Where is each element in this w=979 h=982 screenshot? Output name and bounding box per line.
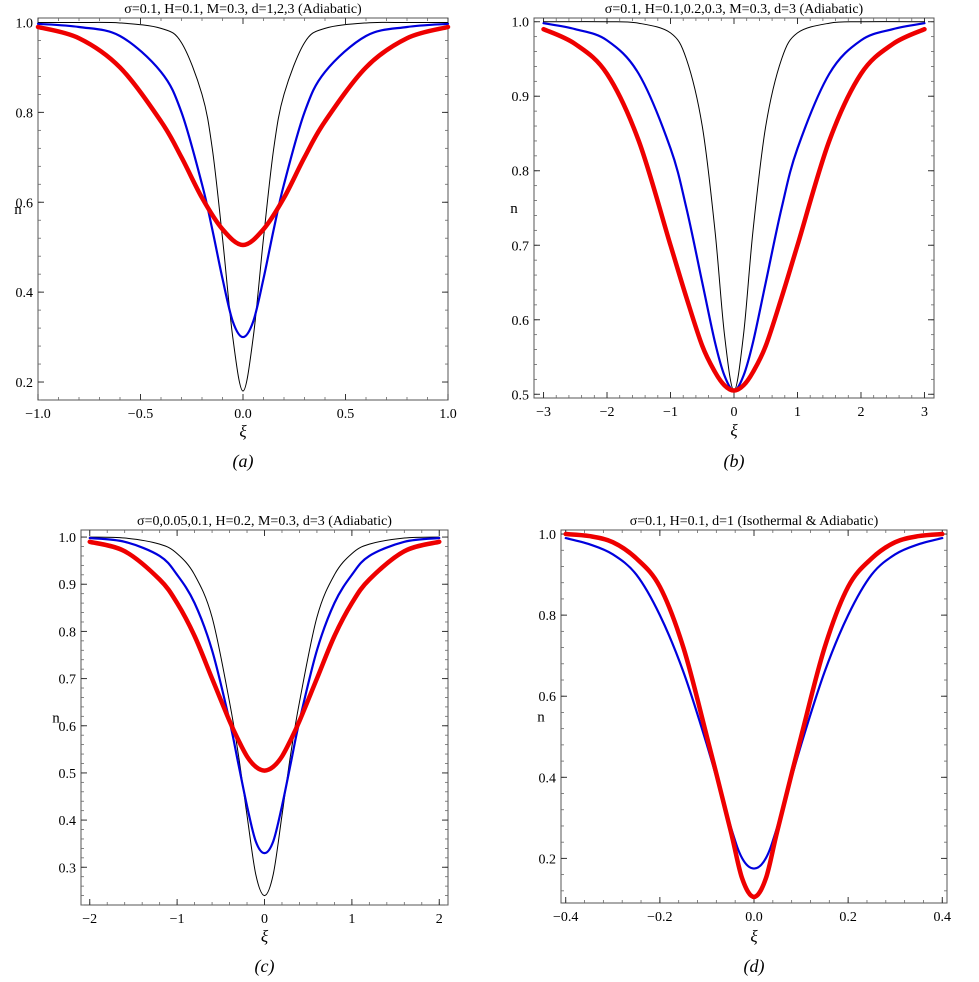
x-tick-label: 0.4: [934, 910, 952, 925]
y-tick-label: 0.2: [16, 376, 34, 391]
panel-caption: (d): [744, 956, 765, 977]
x-tick-label: 2: [857, 405, 864, 420]
x-tick-label: 0.0: [745, 910, 763, 925]
chart-title: σ=0.1, H=0.1,0.2,0.3, M=0.3, d=3 (Adiaba…: [605, 2, 864, 17]
x-tick-label: 1.0: [439, 407, 457, 422]
y-tick-label: 0.4: [59, 814, 77, 829]
y-tick-label: 0.2: [539, 852, 557, 867]
chart-title: σ=0.1, H=0.1, M=0.3, d=1,2,3 (Adiabatic): [124, 2, 362, 17]
y-tick-label: 0.8: [539, 609, 557, 624]
y-tick-label: 0.6: [59, 720, 77, 735]
y-tick-label: 0.9: [512, 90, 530, 105]
x-tick-label: 0.5: [337, 407, 355, 422]
panel-caption: (b): [724, 451, 745, 472]
series-line-mid: [564, 537, 944, 870]
y-tick-label: 0.5: [512, 388, 530, 403]
y-tick-label: 0.9: [59, 578, 77, 593]
panel-c: −2 −1 0 1 2 0.3 0.4 0.5 0.6 0.7 0.8 0.9 1.0 σ=0,0.05,…: [52, 514, 449, 977]
x-tick-label: 1: [794, 405, 801, 420]
x-tick-label: −1: [170, 912, 185, 927]
x-axis-label: ξ: [239, 422, 247, 441]
y-tick-label: 0.6: [16, 196, 34, 211]
y-tick-label: 1.0: [59, 531, 77, 546]
y-tick-label: 1.0: [16, 16, 34, 31]
panel-b: −3 −2 −1 0 1 2 3 0.5 0.6 0.7 0.8 0.9 1.0 σ=0.1, H=0.1…: [510, 2, 935, 472]
chart-title: σ=0.1, H=0.1, d=1 (Isothermal & Adiabati…: [630, 514, 879, 529]
chart-title: σ=0,0.05,0.1, H=0.2, M=0.3, d=3 (Adiabat…: [137, 514, 392, 529]
y-axis-label: n: [537, 710, 545, 726]
series-line-thick: [563, 531, 945, 900]
y-axis-label: n: [14, 202, 22, 218]
x-tick-label: −3: [536, 405, 551, 420]
x-axis-label: ξ: [730, 421, 738, 440]
y-axis-label: n: [510, 201, 518, 217]
y-tick-label: 0.7: [512, 239, 530, 254]
x-tick-label: −0.4: [553, 910, 578, 925]
series-line-thick: [35, 24, 451, 248]
x-tick-label: 0: [731, 405, 738, 420]
y-tick-label: 0.3: [59, 861, 77, 876]
y-tick-label: 1.0: [539, 528, 557, 543]
y-tick-label: 0.4: [16, 286, 34, 301]
x-tick-label: 1: [348, 912, 355, 927]
x-tick-label: −0.2: [647, 910, 672, 925]
y-tick-label: 0.8: [512, 165, 530, 180]
x-tick-label: 0.0: [234, 407, 252, 422]
series-line-thick: [87, 539, 442, 773]
y-tick-label: 0.6: [539, 690, 557, 705]
series-line-mid: [88, 536, 441, 855]
y-tick-label: 0.8: [59, 625, 77, 640]
x-tick-label: 3: [921, 405, 928, 420]
x-tick-label: −2: [82, 912, 97, 927]
series-line-thick: [541, 26, 927, 393]
panel-caption: (c): [255, 956, 275, 977]
x-tick-label: −0.5: [128, 407, 153, 422]
x-tick-label: −1.0: [25, 407, 50, 422]
series-line-thin: [89, 536, 440, 897]
y-tick-label: 0.6: [512, 314, 530, 329]
y-tick-label: 0.7: [59, 673, 77, 688]
y-tick-label: 0.5: [59, 767, 77, 782]
x-tick-label: −1: [663, 405, 678, 420]
y-tick-label: 1.0: [512, 16, 530, 31]
y-tick-label: 0.4: [539, 771, 557, 786]
x-axis-label: ξ: [750, 927, 758, 946]
panel-a: −1.0 −0.5 0.0 0.5 1.0 0.2 0.4 0.6 0.8 1.0 σ=0.1, H…: [14, 2, 457, 472]
x-tick-label: −2: [600, 405, 615, 420]
x-axis-label: ξ: [261, 927, 269, 946]
panel-caption: (a): [233, 451, 254, 472]
y-tick-label: 0.8: [16, 106, 34, 121]
panel-d: −0.4 −0.2 0.0 0.2 0.4 0.2 0.4 0.6 0.8 1.0 σ=0.1, H…: [537, 514, 951, 977]
x-tick-label: 0: [261, 912, 268, 927]
y-axis-label: n: [52, 711, 60, 727]
series-line-thin: [37, 21, 449, 392]
x-tick-label: 2: [436, 912, 443, 927]
series-line-mid: [36, 22, 450, 339]
x-tick-label: 0.2: [839, 910, 857, 925]
